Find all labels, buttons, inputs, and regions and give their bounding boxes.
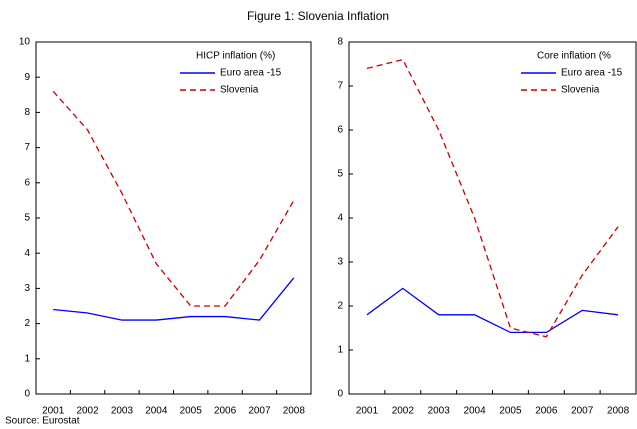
x-tick-label: 2002 (392, 406, 415, 417)
series-line (52, 90, 295, 307)
legend-label: Slovenia (561, 85, 600, 96)
y-tick-label: 6 (337, 125, 343, 136)
y-tick-label: 2 (337, 301, 343, 312)
y-tick-label: 9 (24, 72, 30, 83)
y-tick-label: 2 (24, 318, 30, 329)
x-tick-label: 2005 (499, 406, 522, 417)
x-tick-label: 2001 (42, 406, 65, 417)
y-tick-label: 4 (24, 248, 30, 259)
y-tick-label: 4 (337, 213, 343, 224)
x-tick-label: 2007 (571, 406, 594, 417)
legend-title: HICP inflation (%) (196, 51, 275, 62)
series-line (366, 58, 619, 338)
figure-title: Figure 1: Slovenia Inflation (247, 9, 389, 23)
x-tick-label: 2006 (535, 406, 558, 417)
y-tick-label: 7 (24, 142, 30, 153)
legend-label: Euro area -15 (220, 68, 282, 79)
y-tick-label: 0 (24, 389, 30, 400)
x-tick-label: 2004 (145, 406, 168, 417)
source-note: Source: Eurostat (5, 416, 80, 427)
x-tick-label: 2006 (214, 406, 237, 417)
y-tick-label: 7 (337, 81, 343, 92)
y-tick-label: 0 (337, 389, 343, 400)
y-tick-label: 1 (337, 345, 343, 356)
y-tick-label: 3 (337, 257, 343, 268)
series-line (53, 277, 295, 321)
y-tick-label: 10 (19, 37, 31, 48)
legend-label: Slovenia (220, 85, 259, 96)
x-tick-label: 2005 (180, 406, 203, 417)
x-tick-label: 2002 (76, 406, 99, 417)
y-tick-label: 6 (24, 177, 30, 188)
y-tick-label: 5 (337, 169, 343, 180)
y-tick-label: 3 (24, 283, 30, 294)
x-tick-label: 2003 (428, 406, 451, 417)
x-tick-label: 2008 (607, 406, 630, 417)
x-tick-label: 2007 (248, 406, 271, 417)
legend-title: Core inflation (% (537, 51, 611, 62)
y-tick-label: 8 (337, 37, 343, 48)
y-tick-label: 8 (24, 107, 30, 118)
x-tick-label: 2001 (356, 406, 379, 417)
y-tick-label: 5 (24, 213, 30, 224)
legend-label: Euro area -15 (561, 68, 623, 79)
x-tick-label: 2008 (283, 406, 306, 417)
y-tick-label: 1 (24, 353, 30, 364)
x-tick-label: 2003 (111, 406, 134, 417)
series-line (366, 287, 619, 334)
plot-frame (35, 41, 312, 395)
x-tick-label: 2004 (463, 406, 486, 417)
